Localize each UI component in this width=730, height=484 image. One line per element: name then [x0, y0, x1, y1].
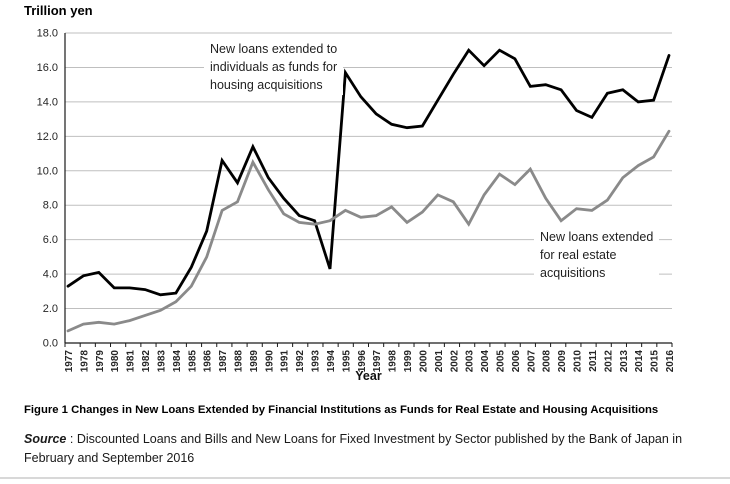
y-tick-label: 12.0: [37, 131, 58, 143]
figure-source: Source : Discounted Loans and Bills and …: [24, 430, 712, 468]
x-axis-title: Year: [355, 369, 382, 383]
source-text: Discounted Loans and Bills and New Loans…: [24, 432, 683, 465]
figure-caption: Figure 1 Changes in New Loans Extended b…: [24, 404, 659, 416]
y-tick-label: 4.0: [43, 269, 58, 281]
source-separator: :: [66, 432, 77, 446]
y-tick-label: 8.0: [43, 200, 58, 212]
bottom-divider: [0, 477, 730, 479]
y-tick-label: 10.0: [37, 165, 58, 177]
annotation-real-estate-loans: New loans extended for real estate acqui…: [534, 227, 660, 283]
y-tick-label: 16.0: [37, 62, 58, 74]
source-label: Source: [24, 432, 67, 446]
y-tick-label: 18.0: [37, 28, 58, 40]
y-tick-label: 0.0: [43, 338, 58, 350]
y-tick-label: 2.0: [43, 303, 58, 315]
y-tick-label: 14.0: [37, 96, 58, 108]
annotation-housing-loans: New loans extended to individuals as fun…: [204, 39, 344, 95]
y-axis-unit-label: Trillion yen: [24, 3, 93, 18]
y-tick-label: 6.0: [43, 234, 58, 246]
